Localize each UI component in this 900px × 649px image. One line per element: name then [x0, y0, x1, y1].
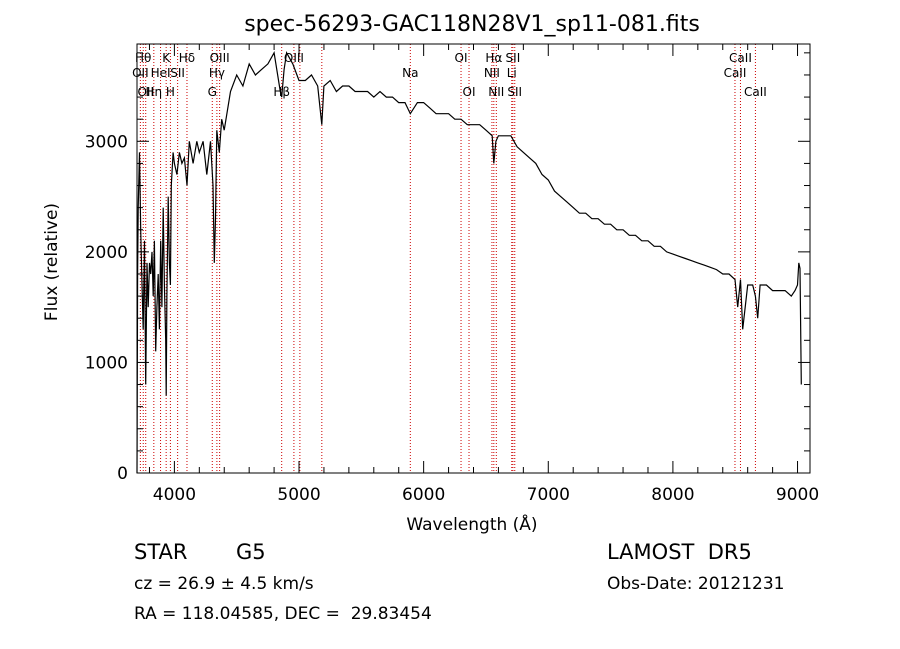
line-marker-label: Li	[507, 66, 517, 80]
line-marker-label: HeI	[151, 66, 171, 80]
line-marker-label: NII	[484, 66, 500, 80]
y-axis-label: Flux (relative)	[42, 203, 62, 321]
line-marker-label: CaII	[744, 85, 767, 99]
line-marker-label: SII	[506, 51, 521, 65]
x-tick-label: 4000	[153, 485, 196, 505]
x-tick-label: 9000	[776, 485, 819, 505]
line-marker-label: Hδ	[179, 51, 195, 65]
line-markers	[139, 44, 756, 473]
plot-frame	[136, 43, 811, 474]
x-axis-label: Wavelength (Å)	[406, 513, 537, 535]
line-marker-label: Hη	[146, 85, 163, 99]
x-tick-label: 6000	[402, 485, 445, 505]
survey-name: LAMOST DR5	[607, 540, 752, 564]
line-marker-label: NII	[488, 85, 504, 99]
spectrum-chart: spec-56293-GAC118N28V1_sp11-081.fits HθO…	[42, 12, 819, 535]
coordinates: RA = 118.04585, DEC = 29.83454	[134, 604, 432, 624]
y-tick-label: 2000	[85, 243, 128, 263]
y-tick-label: 3000	[85, 132, 128, 152]
line-marker-label: CaII	[724, 66, 747, 80]
chart-title: spec-56293-GAC118N28V1_sp11-081.fits	[244, 12, 700, 37]
line-marker-label: Na	[402, 66, 418, 80]
line-marker-label: OI	[455, 51, 468, 65]
line-marker-label: Hα	[485, 51, 502, 65]
line-marker-label: H	[166, 85, 175, 99]
y-axis-ticks: 0 1000 2000 3000	[85, 52, 810, 484]
line-marker-label: K	[162, 51, 171, 65]
y-tick-label: 0	[117, 464, 128, 484]
line-marker-label: SII	[170, 66, 185, 80]
line-marker-label: Hθ	[135, 51, 151, 65]
observation-date: Obs-Date: 20121231	[607, 574, 785, 594]
line-marker-labels: HθOIIOIIHηHeIKHSIIHδGHγOIIIHβOIIINaOIOIN…	[132, 51, 767, 99]
x-tick-label: 5000	[277, 485, 320, 505]
line-marker-label: G	[208, 85, 217, 99]
line-marker-label: OII	[132, 66, 149, 80]
redshift-value: cz = 26.9 ± 4.5 km/s	[134, 574, 314, 594]
line-marker-label: OII	[137, 85, 154, 99]
line-marker-label: OIII	[210, 51, 230, 65]
x-tick-label: 7000	[527, 485, 570, 505]
line-marker-label: SII	[507, 85, 522, 99]
y-tick-label: 1000	[85, 353, 128, 373]
x-axis-ticks: 4000 5000 6000 7000 8000 9000	[148, 44, 819, 505]
x-tick-label: 8000	[651, 485, 694, 505]
spectrum-line	[136, 50, 802, 474]
object-class: STAR	[134, 540, 188, 564]
object-subclass: G5	[236, 540, 266, 564]
line-marker-label: Hγ	[209, 66, 225, 80]
line-marker-label: CaII	[729, 51, 752, 65]
line-marker-label: OI	[463, 85, 476, 99]
